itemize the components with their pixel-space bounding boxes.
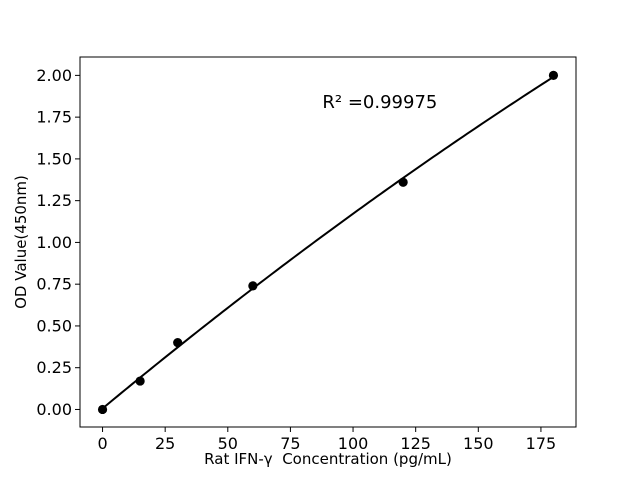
x-tick-label: 150	[463, 434, 494, 453]
y-tick-label: 2.00	[36, 66, 72, 85]
y-tick-label: 1.00	[36, 233, 72, 252]
y-tick-label: 1.25	[36, 191, 72, 210]
x-tick-label: 100	[338, 434, 369, 453]
data-point	[173, 338, 183, 348]
y-tick-label: 1.50	[36, 149, 72, 168]
data-point	[135, 376, 145, 386]
data-point	[548, 70, 559, 80]
x-tick-label: 50	[218, 434, 238, 453]
x-tick-label: 125	[400, 434, 431, 453]
y-tick-label: 0.50	[36, 316, 72, 335]
data-point	[248, 281, 258, 291]
data-point	[398, 177, 408, 187]
fit-curve	[101, 75, 555, 410]
y-tick-label: 0.25	[36, 358, 72, 377]
y-tick-label: 0.75	[36, 275, 72, 294]
y-tick-label: 1.75	[36, 108, 72, 127]
x-tick-label: 175	[526, 434, 557, 453]
y-axis-label: OD Value(450nm)	[12, 175, 30, 309]
x-tick-label: 75	[280, 434, 300, 453]
r-squared-annotation: R² =0.99975	[322, 92, 437, 113]
x-tick-label: 0	[97, 434, 107, 453]
x-tick-label: 25	[155, 434, 175, 453]
y-tick-label: 0.00	[36, 400, 72, 419]
data-point	[97, 404, 108, 415]
x-axis-label: Rat IFN-γ Concentration (pg/mL)	[204, 450, 452, 468]
